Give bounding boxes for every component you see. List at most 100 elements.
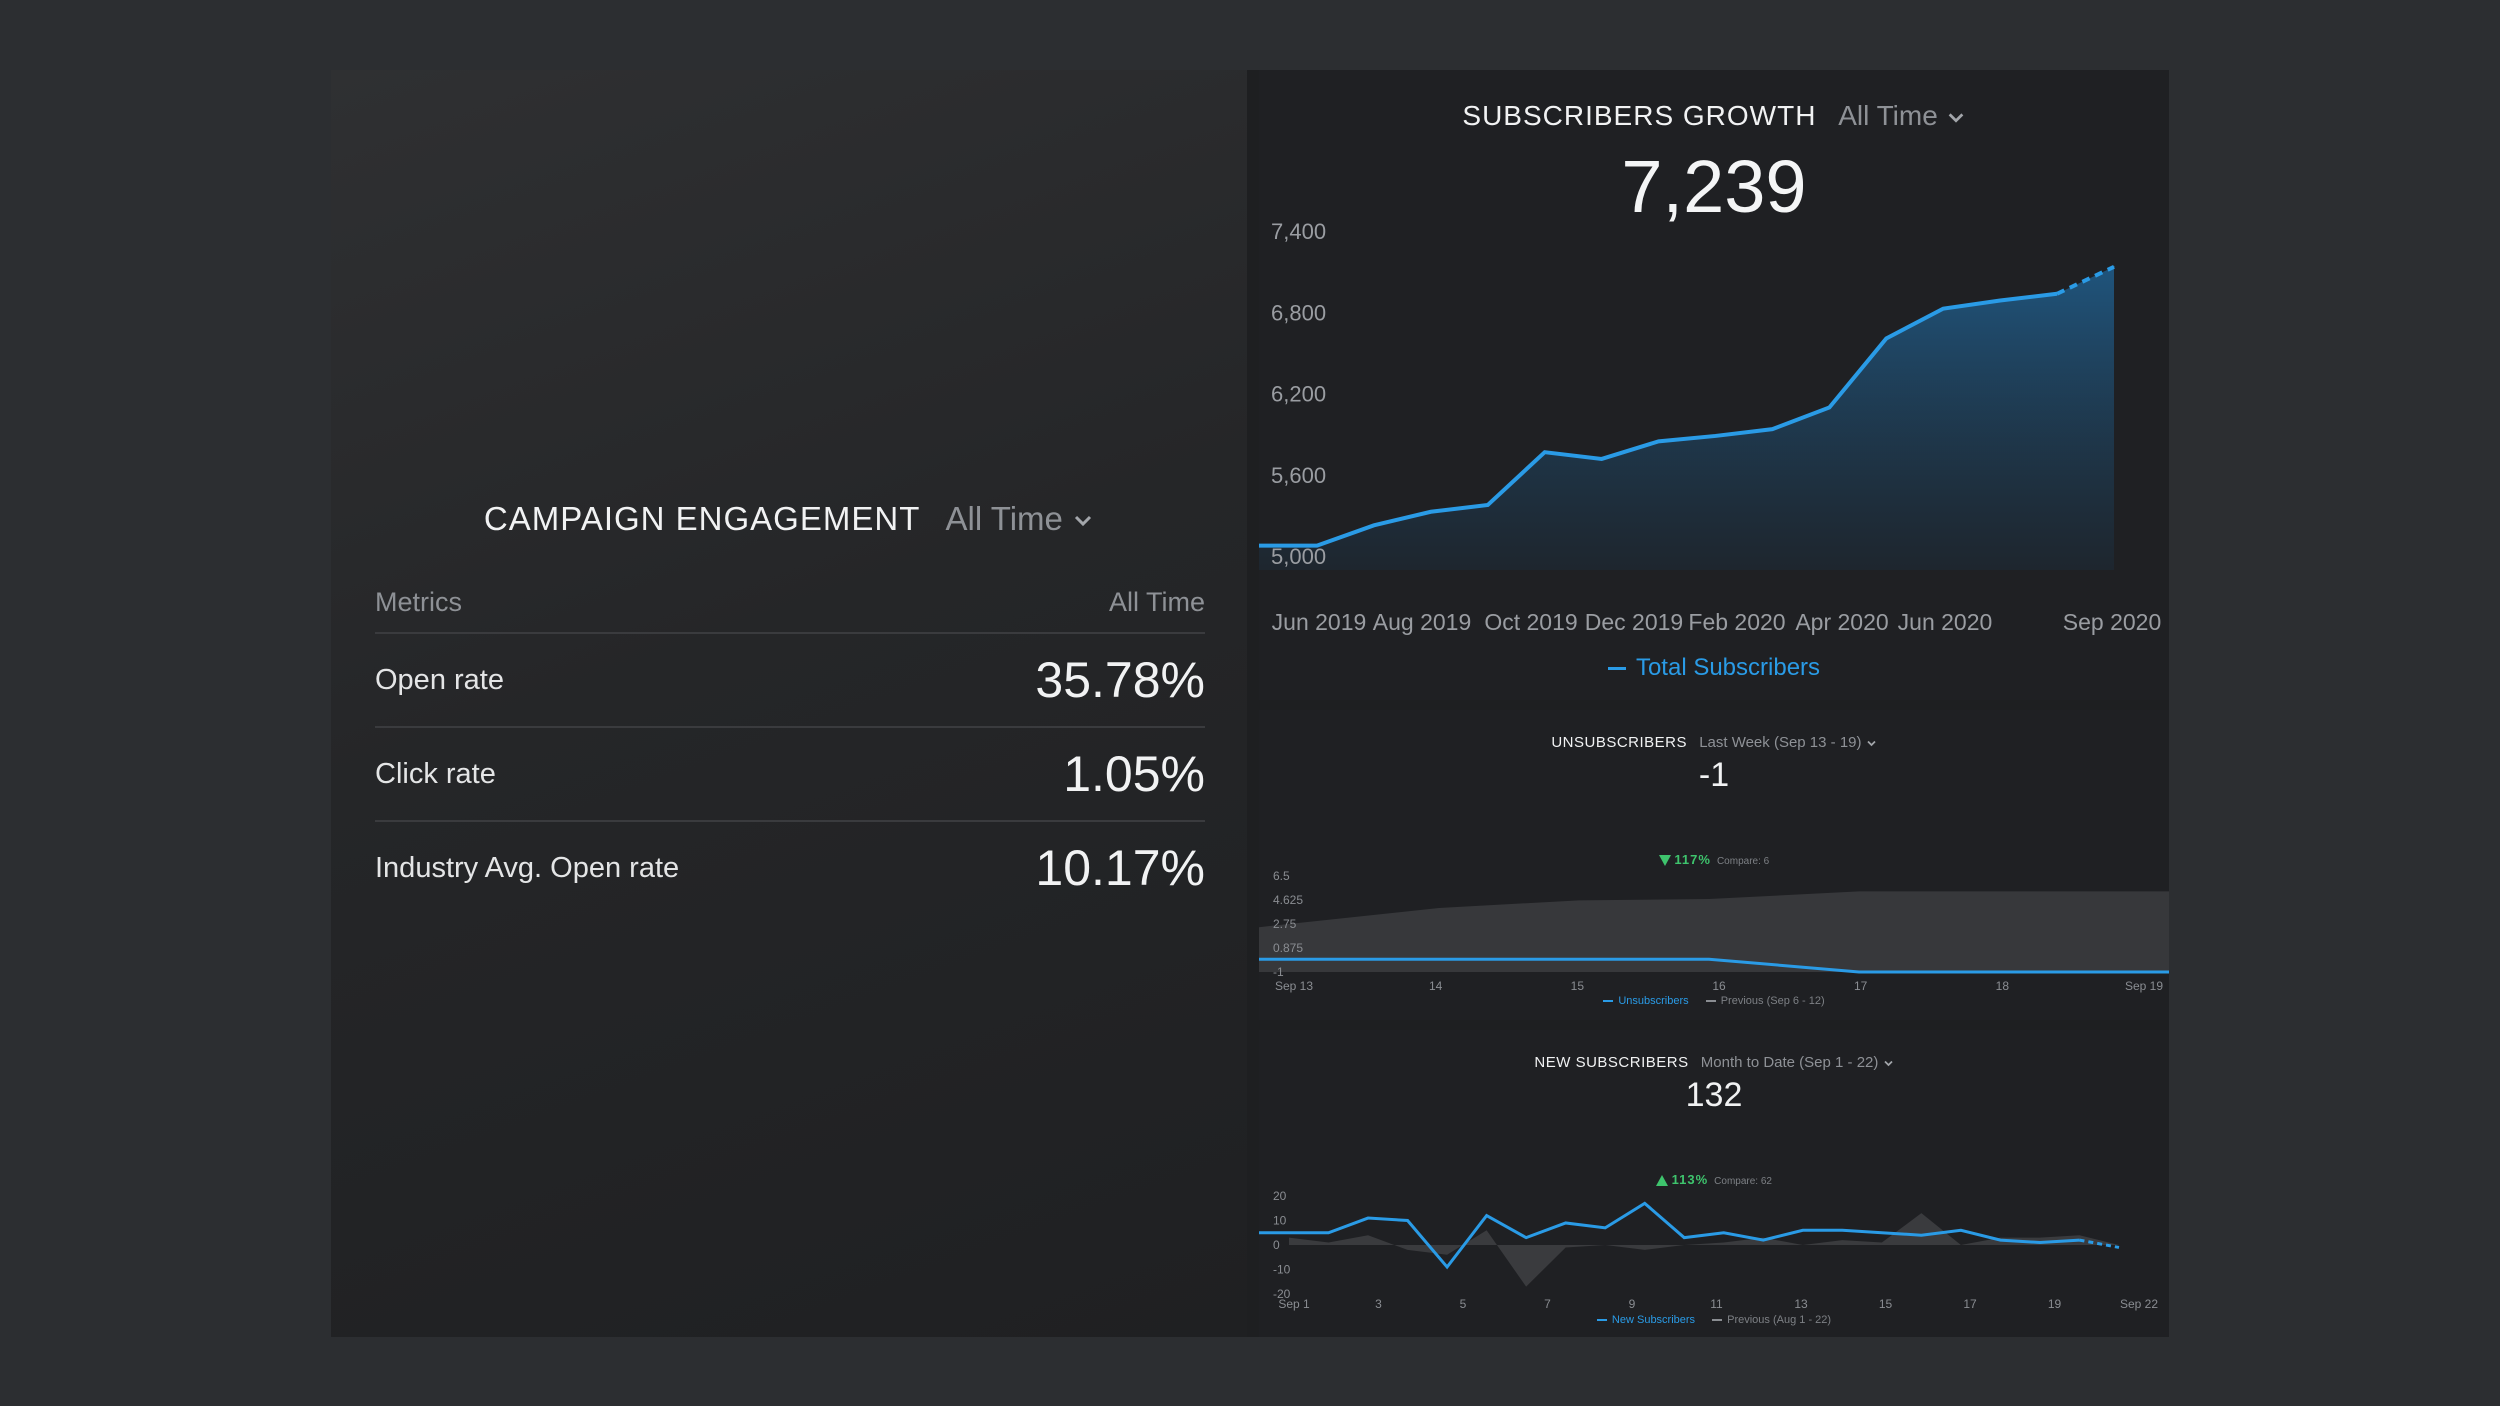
y-tick-label: 0 [1273,1238,1280,1252]
date-range-dropdown[interactable]: Month to Date (Sep 1 - 22) [1701,1054,1894,1071]
x-tick-label: 16 [1712,979,1726,993]
y-tick-label: 20 [1273,1189,1287,1203]
legend-swatch [1603,1000,1614,1003]
chevron-down-icon [1867,740,1876,746]
legend-label: Previous (Aug 1 - 22) [1727,1314,1832,1326]
chevron-down-icon [1883,1060,1893,1066]
chevron-down-icon [1948,113,1963,123]
legend-swatch [1607,667,1626,671]
data-point [2113,266,2115,268]
metrics-column-header: Metrics [375,586,462,617]
chevron-down-icon [1075,516,1092,527]
metric-label: Open rate [375,663,504,696]
y-tick-label: 6.5 [1273,869,1290,883]
table-header: Metrics All Time [375,572,1205,634]
y-tick-label: 4.625 [1273,893,1303,907]
previous-area [1259,891,2169,972]
x-tick-label: 5 [1460,1297,1467,1311]
chart-legend[interactable]: Total Subscribers [1259,654,2169,682]
y-tick-label: -1 [1273,965,1284,979]
x-tick-label: 17 [1963,1297,1977,1311]
chart-legend[interactable]: Unsubscribers Previous (Sep 6 - 12) [1259,995,2169,1007]
table-row: Open rate 35.78% [375,634,1205,728]
legend-swatch [1712,1319,1723,1322]
new-subscribers-widget: NEW SUBSCRIBERS Month to Date (Sep 1 - 2… [1259,1030,2169,1337]
metric-value: 10.17% [1035,840,1205,896]
x-tick-label: Apr 2020 [1795,609,1888,635]
y-tick-label: -10 [1273,1263,1291,1277]
x-tick-label: 19 [2048,1297,2062,1311]
y-tick-label: 5,000 [1271,544,1326,569]
x-tick-label: 7 [1544,1297,1551,1311]
subscribers-growth-widget: SUBSCRIBERS GROWTH All Time 7,239 7,400 6… [1259,70,2169,700]
metric-label: Click rate [375,757,496,790]
legend-swatch [1596,1319,1607,1322]
previous-area [1289,1213,2119,1287]
x-tick-label: 14 [1429,979,1443,993]
x-tick-label: Jun 2020 [1898,609,1993,635]
area-fill [1259,266,2114,570]
widget-header: UNSUBSCRIBERS Last Week (Sep 13 - 19) [1259,734,2169,751]
data-point [1601,458,1603,460]
comparison-row: 117% Compare: 6 [1259,852,2169,867]
legend-label: New Subscribers [1611,1314,1696,1326]
x-tick-label: 17 [1854,979,1868,993]
data-point [1544,451,1546,453]
legend-label: Total Subscribers [1635,654,1821,681]
triangle-down-icon [1658,855,1671,867]
y-tick-label: 6,800 [1271,300,1326,325]
campaign-engagement-widget: CAMPAIGN ENGAGEMENT All Time Metrics All… [331,70,1247,1337]
x-tick-label: 9 [1629,1297,1636,1311]
y-tick-label: -20 [1273,1287,1291,1301]
data-point [1316,545,1318,547]
y-tick-label: 6,200 [1271,382,1326,407]
x-tick-label: 13 [1794,1297,1808,1311]
unsubscribers-value: -1 [1698,756,1730,794]
x-tick-label: 3 [1375,1297,1382,1311]
all-time-column-header: All Time [1108,586,1205,617]
compare-value: Compare: 6 [1716,856,1770,867]
data-point [1942,308,1944,310]
y-tick-label: 2.75 [1273,917,1297,931]
x-tick-label: Sep 2020 [2063,609,2161,635]
data-point [1259,545,1260,547]
widget-header: NEW SUBSCRIBERS Month to Date (Sep 1 - 2… [1259,1054,2169,1071]
date-range-dropdown[interactable]: All Time [1838,100,1965,131]
series-projection-line [2056,264,2115,296]
chart-legend[interactable]: New Subscribers Previous (Aug 1 - 22) [1259,1314,2169,1326]
triangle-up-icon [1656,1175,1668,1187]
data-point [1771,428,1773,430]
metric-label: Industry Avg. Open rate [375,851,680,884]
x-tick-label: Sep 19 [2125,979,2163,993]
subscribers-growth-chart: 7,400 6,800 6,200 5,600 5,000 Jun 2019 Aug 201… [1259,219,2161,635]
date-range-label: Last Week (Sep 13 - 19) [1699,734,1862,751]
legend-label: Previous (Sep 6 - 12) [1720,995,1825,1007]
change-percent: 113% [1671,1172,1709,1187]
date-range-dropdown[interactable]: Last Week (Sep 13 - 19) [1699,734,1876,751]
y-tick-label: 5,600 [1271,463,1326,488]
y-tick-label: 0.875 [1273,941,1303,955]
metrics-table: Metrics All Time Open rate 35.78% Click … [375,572,1205,914]
table-row: Industry Avg. Open rate 10.17% [375,822,1205,914]
legend-label: Unsubscribers [1618,995,1689,1007]
x-tick-label: 15 [1879,1297,1893,1311]
data-point [1885,337,1887,339]
widget-title: SUBSCRIBERS GROWTH [1462,100,1817,131]
metric-value: 1.05% [1063,746,1205,802]
data-point [1373,524,1375,526]
date-range-dropdown[interactable]: All Time [946,500,1095,537]
y-tick-label: 10 [1273,1214,1287,1228]
x-tick-label: Oct 2019 [1484,609,1577,635]
unsubscribers-widget: UNSUBSCRIBERS Last Week (Sep 13 - 19) -1… [1259,710,2169,1020]
widget-header: SUBSCRIBERS GROWTH All Time [1259,100,2169,132]
comparison-row: 113% Compare: 62 [1259,1172,2169,1187]
table-row: Click rate 1.05% [375,728,1205,822]
x-tick-label: 11 [1710,1297,1723,1311]
total-subscribers-value: 7,239 [1621,145,1807,228]
compare-value: Compare: 62 [1714,1176,1772,1187]
data-point [1999,300,2001,302]
x-tick-label: Sep 22 [2120,1297,2158,1311]
x-tick-label: 18 [1996,979,2010,993]
